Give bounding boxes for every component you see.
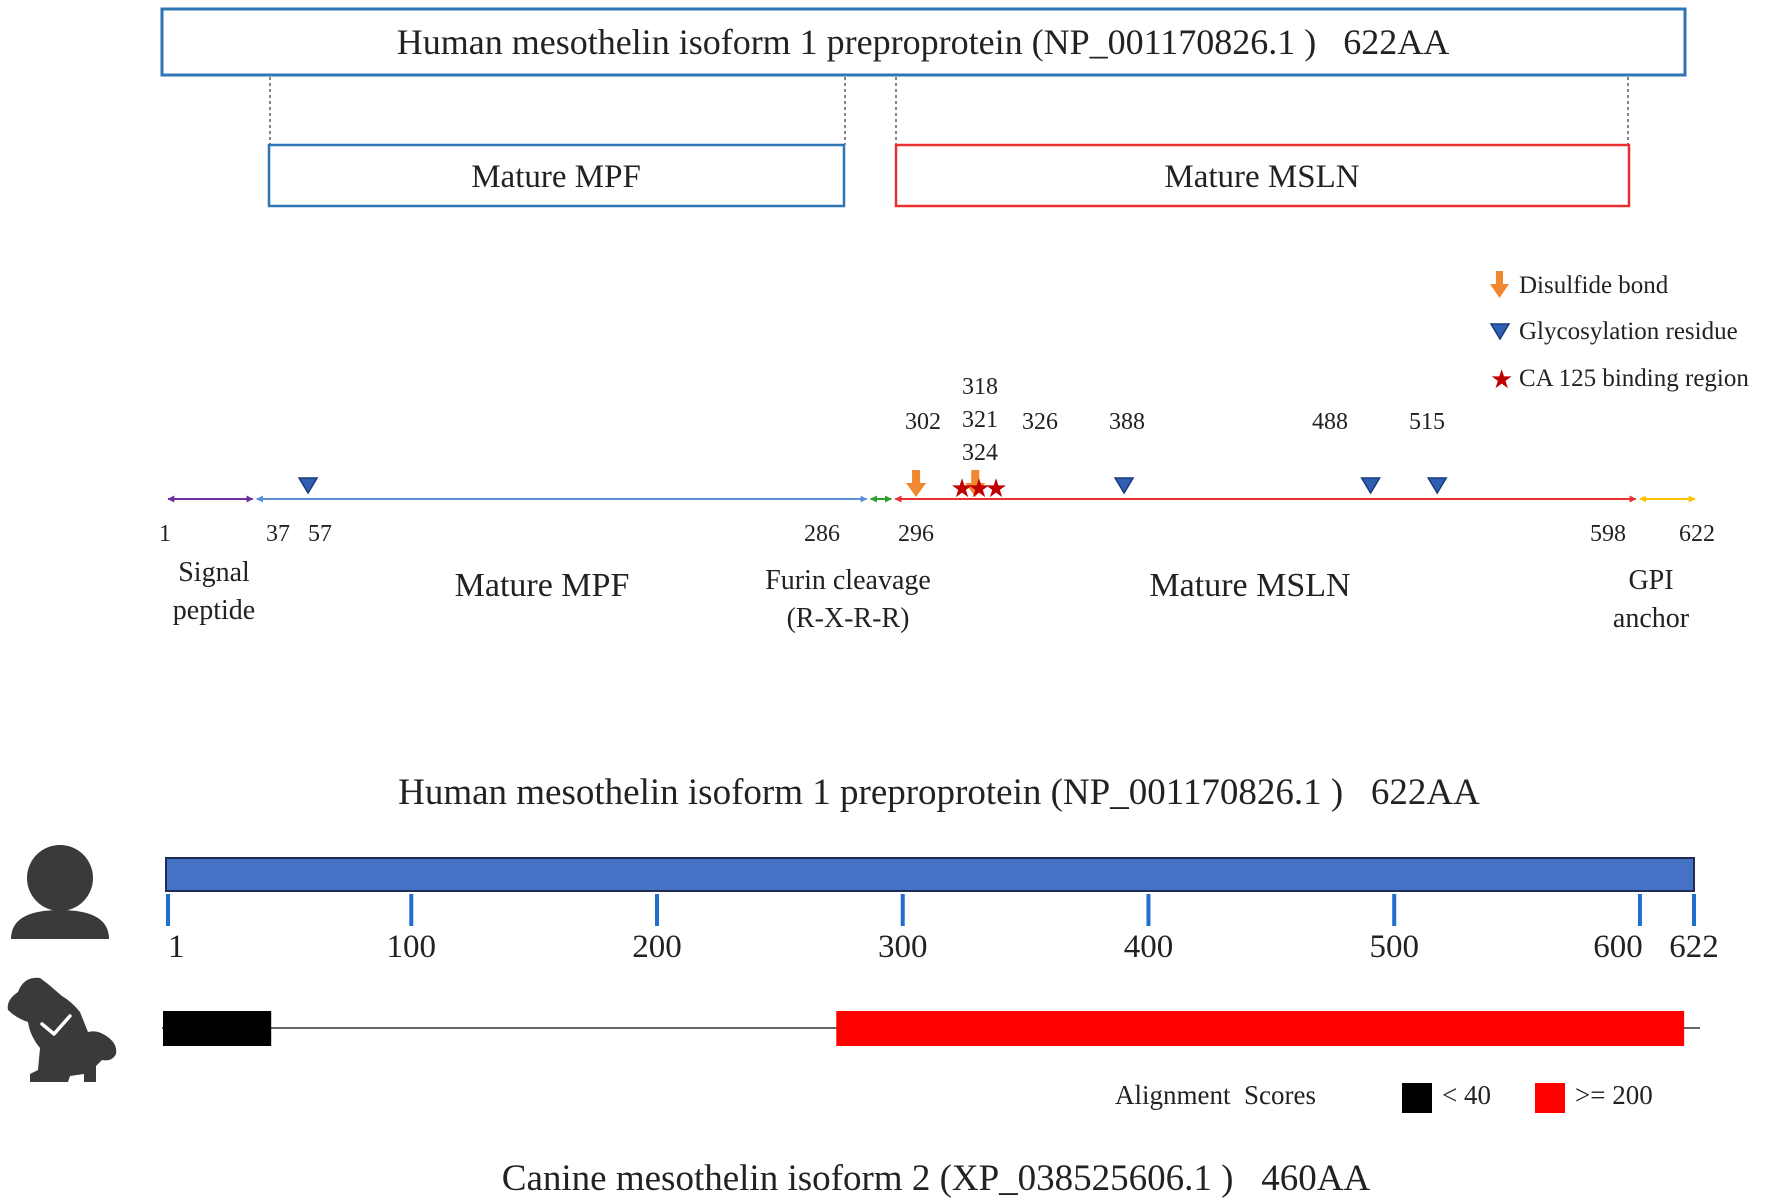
- mature-msln-box-label: Mature MSLN: [1164, 159, 1359, 195]
- glycosylation-marker-388: [1113, 477, 1135, 495]
- person-icon: [11, 845, 109, 939]
- alignment-segment-2: [836, 1011, 1685, 1046]
- mature-mpf-box-label: Mature MPF: [471, 159, 641, 195]
- glycosylation-marker-515: [1426, 477, 1448, 495]
- domain-label-gpi-1: GPI: [1628, 565, 1673, 596]
- alignment-legend-title: Alignment Scores: [1115, 1080, 1316, 1110]
- pos-label-302: 302: [905, 409, 941, 435]
- pos-label-1: 1: [159, 521, 171, 547]
- pos-label-326: 326: [1022, 409, 1058, 435]
- legend-disulfide-label: Disulfide bond: [1519, 272, 1669, 299]
- human-protein-bar: [165, 857, 1695, 892]
- alignment-segment-1: [163, 1011, 272, 1046]
- legend-glycosylation-icon: [1489, 323, 1511, 341]
- legend-ca125-label: CA 125 binding region: [1519, 365, 1749, 392]
- pos-label-321: 321: [962, 407, 998, 433]
- scale-label-300: 300: [878, 929, 928, 965]
- domain-label-signal-1: Signal: [178, 557, 250, 588]
- scale-label-600: 600: [1593, 929, 1643, 965]
- scale-label-500: 500: [1369, 929, 1419, 965]
- glycosylation-marker-488: [1360, 477, 1381, 495]
- pos-label-488: 488: [1312, 409, 1348, 435]
- canine-protein-title: Canine mesothelin isoform 2 (XP_03852560…: [502, 1158, 1371, 1199]
- mature-mpf-box: [267, 143, 846, 208]
- domain-label-msln: Mature MSLN: [1149, 567, 1350, 604]
- alignment-legend-low-swatch: [1402, 1083, 1432, 1113]
- feature-legend: Disulfide bond Glycosylation residue ★ C…: [1489, 271, 1749, 394]
- pos-label-324: 324: [962, 440, 998, 466]
- pos-label-37: 37: [266, 521, 290, 547]
- pos-label-388: 388: [1109, 409, 1145, 435]
- legend-disulfide-icon: [1490, 271, 1509, 298]
- ca125-star-318: ★: [950, 474, 973, 503]
- human-protein-title: Human mesothelin isoform 1 preproprotein…: [398, 772, 1480, 813]
- pos-label-296: 296: [898, 521, 934, 547]
- alignment-legend-high-swatch: [1535, 1083, 1565, 1113]
- disulfide-marker-326: [965, 470, 986, 497]
- pos-label-598: 598: [1590, 521, 1626, 547]
- dog-icon: [7, 977, 117, 1082]
- pos-label-515: 515: [1409, 409, 1445, 435]
- ca125-star-324: ★: [984, 474, 1007, 503]
- mature-msln-box: [894, 143, 1631, 208]
- pos-label-622: 622: [1679, 521, 1715, 547]
- pos-label-318: 318: [962, 374, 998, 400]
- scale-ticks: 1 100 200 300 400 500 600 622: [166, 894, 1719, 965]
- scale-label-1: 1: [168, 929, 185, 965]
- scale-label-100: 100: [387, 929, 437, 965]
- pos-label-57: 57: [308, 521, 332, 547]
- legend-glycosylation-label: Glycosylation residue: [1519, 318, 1738, 345]
- glycosylation-marker-57: [297, 477, 319, 495]
- pos-label-286: 286: [804, 521, 840, 547]
- scale-label-622: 622: [1669, 929, 1719, 965]
- domain-label-signal-2: peptide: [173, 595, 255, 626]
- top-protein-title: Human mesothelin isoform 1 preproprotein…: [397, 22, 1450, 62]
- domain-label-gpi-2: anchor: [1613, 603, 1690, 634]
- alignment-legend-low-label: < 40: [1442, 1080, 1491, 1110]
- domain-label-furin-2: (R-X-R-R): [787, 603, 910, 634]
- feature-markers: ★★★: [297, 470, 1448, 503]
- domain-label-furin-1: Furin cleavage: [765, 565, 931, 596]
- domain-label-mpf: Mature MPF: [455, 567, 630, 604]
- legend-ca125-icon: ★: [1490, 365, 1513, 394]
- scale-label-200: 200: [632, 929, 682, 965]
- scale-label-400: 400: [1124, 929, 1174, 965]
- disulfide-marker-302: [906, 470, 927, 497]
- alignment-segments: [163, 1011, 1685, 1046]
- alignment-legend-high-label: >= 200: [1575, 1080, 1653, 1110]
- top-protein-box: [160, 7, 1687, 77]
- ca125-star-321: ★: [967, 474, 990, 503]
